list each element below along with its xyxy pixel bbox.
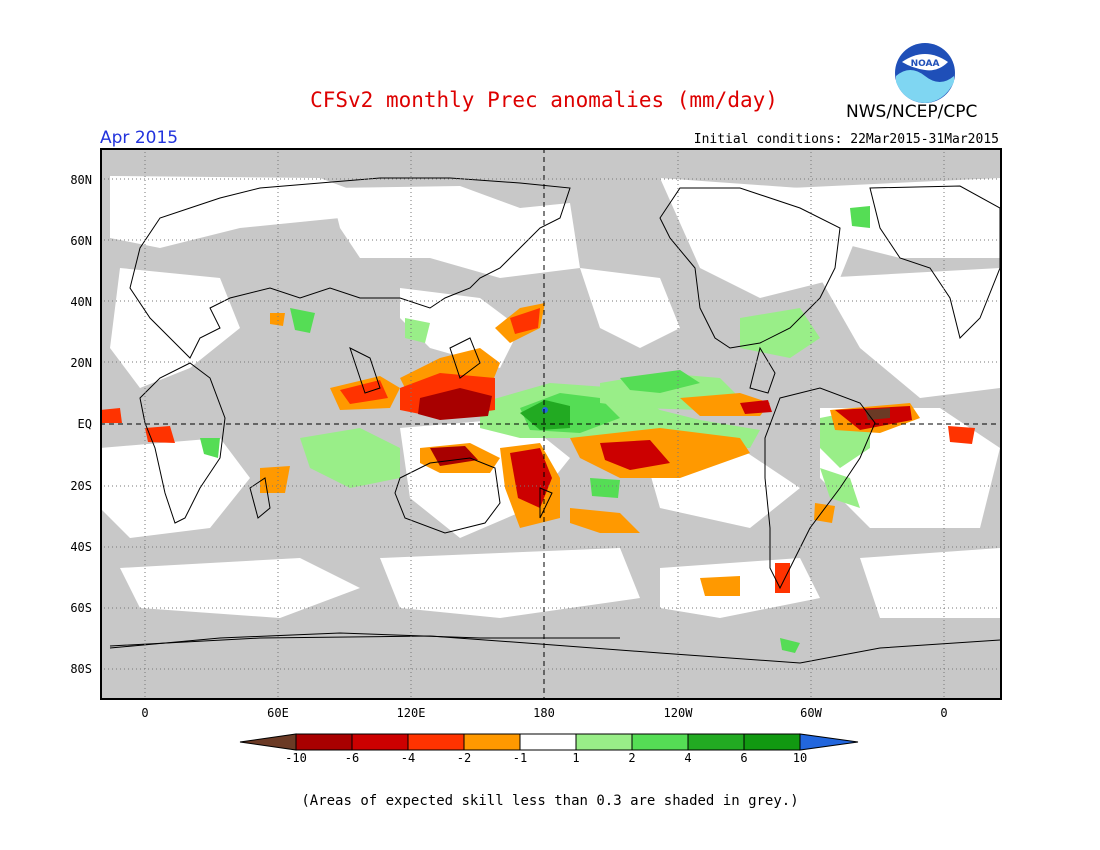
anomaly-map: [100, 148, 1002, 700]
lon-label: 60E: [267, 706, 289, 720]
initial-conditions-label: Initial conditions: 22Mar2015-31Mar2015: [693, 132, 999, 147]
colorbar-max-arrow: [799, 733, 859, 751]
lon-label: 0: [940, 706, 948, 720]
noaa-logo-text: NOAA: [911, 59, 940, 69]
colorbar-tick-label: 4: [684, 751, 692, 765]
agency-label: NWS/NCEP/CPC: [846, 102, 978, 122]
colorbar-box: [407, 733, 465, 751]
coastlines: [109, 177, 1001, 664]
lat-label: 80N: [70, 173, 92, 187]
map-frame: [100, 148, 1002, 700]
lon-label: 120W: [663, 706, 693, 720]
noaa-logo-icon: NOAA: [894, 42, 956, 104]
colorbar-tick-label: 2: [628, 751, 636, 765]
lat-label: 20S: [70, 479, 92, 493]
lon-label: 60W: [800, 706, 822, 720]
colorbar-box: [351, 733, 409, 751]
colorbar-box: [743, 733, 801, 751]
skill-footnote: (Areas of expected skill less than 0.3 a…: [301, 793, 799, 809]
colorbar: [239, 733, 859, 751]
lat-label: 20N: [70, 356, 92, 370]
colorbar-box: [295, 733, 353, 751]
lon-label: 0: [141, 706, 149, 720]
lon-label: 180: [533, 706, 555, 720]
colorbar-box: [575, 733, 633, 751]
colorbar-tick-label: -2: [456, 751, 472, 765]
lat-label: 80S: [70, 662, 92, 676]
colorbar-tick-label: -4: [400, 751, 416, 765]
lat-label: 60N: [70, 234, 92, 248]
colorbar-tick-label: 6: [740, 751, 748, 765]
colorbar-min-arrow: [239, 733, 297, 751]
colorbar-box: [687, 733, 745, 751]
negative-anomaly-regions: [100, 303, 975, 596]
max-positive-anomaly: [542, 407, 548, 413]
lat-label: 60S: [70, 601, 92, 615]
colorbar-tick-label: -10: [285, 751, 307, 765]
lat-label: 40N: [70, 295, 92, 309]
colorbar-box: [631, 733, 689, 751]
colorbar-tick-label: 10: [792, 751, 808, 765]
colorbar-box: [519, 733, 577, 751]
colorbar-box: [463, 733, 521, 751]
lat-label: EQ: [77, 417, 92, 431]
colorbar-tick-label: 1: [572, 751, 580, 765]
chart-title: CFSv2 monthly Prec anomalies (mm/day): [310, 88, 778, 112]
colorbar-tick-label: -1: [512, 751, 528, 765]
lat-label: 40S: [70, 540, 92, 554]
lon-label: 120E: [396, 706, 426, 720]
colorbar-tick-label: -6: [344, 751, 360, 765]
valid-month-label: Apr 2015: [100, 128, 179, 148]
graticule: [100, 148, 1002, 700]
